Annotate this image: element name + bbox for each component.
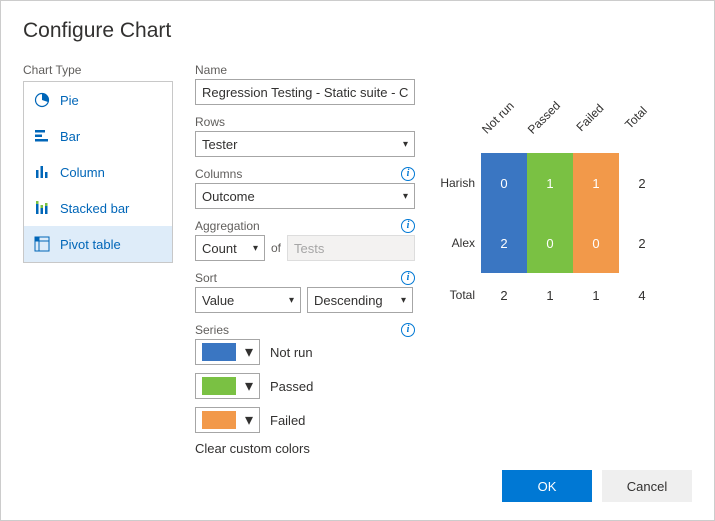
info-icon[interactable]: i <box>401 271 415 285</box>
color-swatch <box>202 411 236 429</box>
pivot-total-cell: 1 <box>573 288 619 303</box>
bar-icon <box>34 128 50 144</box>
pivot-cell: 0 <box>573 213 619 273</box>
chart-type-label-text: Stacked bar <box>60 201 129 216</box>
sort-label: Sort <box>195 271 217 285</box>
chart-type-column[interactable]: Column <box>24 154 172 190</box>
series-item: ▾ Failed <box>195 407 415 433</box>
chart-type-label-text: Column <box>60 165 105 180</box>
chart-type-bar[interactable]: Bar <box>24 118 172 154</box>
pivot-table-icon <box>34 236 50 252</box>
pivot-row: Alex2002 <box>437 213 692 273</box>
aggregation-select[interactable]: Count ▾ <box>195 235 265 261</box>
rows-label: Rows <box>195 115 225 129</box>
series-color-select[interactable]: ▾ <box>195 407 260 433</box>
pivot-cell: 2 <box>619 153 665 213</box>
color-swatch <box>202 343 236 361</box>
pivot-col-header: Not run <box>477 96 519 138</box>
pivot-cell: 2 <box>619 213 665 273</box>
clear-custom-colors-link[interactable]: Clear custom colors <box>195 441 415 456</box>
aggregation-label: Aggregation <box>195 219 260 233</box>
name-label: Name <box>195 63 227 77</box>
pivot-total-label: Total <box>437 288 481 302</box>
chart-type-panel: Chart Type Pie Bar <box>23 63 173 466</box>
of-label: of <box>271 241 281 255</box>
ok-button[interactable]: OK <box>502 470 592 502</box>
series-label-text: Passed <box>270 379 313 394</box>
pivot-cell: 0 <box>481 153 527 213</box>
pivot-col-header: Passed <box>523 96 565 138</box>
chart-type-pie[interactable]: Pie <box>24 82 172 118</box>
chart-type-pivot-table[interactable]: Pivot table <box>24 226 172 262</box>
pivot-col-header: Failed <box>569 96 611 138</box>
name-input[interactable] <box>195 79 415 105</box>
rows-select[interactable]: Tester ▾ <box>195 131 415 157</box>
series-label-text: Not run <box>270 345 313 360</box>
series-color-select[interactable]: ▾ <box>195 373 260 399</box>
chart-type-label-text: Pivot table <box>60 237 121 252</box>
chart-type-label: Chart Type <box>23 63 173 77</box>
pivot-total-row: Total2114 <box>437 273 692 317</box>
columns-select-value: Outcome <box>202 189 255 204</box>
aggregation-of-field: Tests <box>287 235 415 261</box>
series-item: ▾ Not run <box>195 339 415 365</box>
chart-type-stacked-bar[interactable]: Stacked bar <box>24 190 172 226</box>
chevron-down-icon: ▾ <box>245 376 253 396</box>
pivot-cell: 2 <box>481 213 527 273</box>
pivot-cell: 1 <box>573 153 619 213</box>
series-item: ▾ Passed <box>195 373 415 399</box>
pivot-cell: 1 <box>527 153 573 213</box>
series-color-select[interactable]: ▾ <box>195 339 260 365</box>
series-label-text: Failed <box>270 413 305 428</box>
cancel-button[interactable]: Cancel <box>602 470 692 502</box>
info-icon[interactable]: i <box>401 323 415 337</box>
info-icon[interactable]: i <box>401 167 415 181</box>
pivot-total-cell: 1 <box>527 288 573 303</box>
chevron-down-icon: ▾ <box>253 243 258 254</box>
chevron-down-icon: ▾ <box>403 139 408 150</box>
chart-type-list: Pie Bar Column <box>23 81 173 263</box>
chevron-down-icon: ▾ <box>403 191 408 202</box>
rows-select-value: Tester <box>202 137 237 152</box>
chevron-down-icon: ▾ <box>245 342 253 362</box>
pivot-row-label: Alex <box>437 236 481 250</box>
dialog-footer: OK Cancel <box>502 470 692 502</box>
chevron-down-icon: ▾ <box>289 295 294 306</box>
chart-type-label-text: Pie <box>60 93 79 108</box>
stacked-bar-icon <box>34 200 50 216</box>
chevron-down-icon: ▾ <box>245 410 253 430</box>
series-label: Series <box>195 323 229 337</box>
pie-icon <box>34 92 50 108</box>
sort-dir-value: Descending <box>314 293 383 308</box>
columns-label: Columns <box>195 167 242 181</box>
info-icon[interactable]: i <box>401 219 415 233</box>
chart-type-label-text: Bar <box>60 129 80 144</box>
column-icon <box>34 164 50 180</box>
chevron-down-icon: ▾ <box>401 295 406 306</box>
pivot-preview: Not runPassedFailedTotalHarish0112Alex20… <box>437 63 692 466</box>
pivot-col-header: Total <box>615 96 657 138</box>
pivot-total-cell: 2 <box>481 288 527 303</box>
sort-by-value: Value <box>202 293 234 308</box>
aggregation-of-value: Tests <box>294 241 324 256</box>
configure-chart-dialog: Configure Chart Chart Type Pie Bar <box>0 0 715 521</box>
color-swatch <box>202 377 236 395</box>
pivot-cell: 0 <box>527 213 573 273</box>
pivot-row: Harish0112 <box>437 153 692 213</box>
dialog-title: Configure Chart <box>23 19 692 43</box>
pivot-total-cell: 4 <box>619 288 665 303</box>
aggregation-value: Count <box>202 241 237 256</box>
config-form: Name Rows Tester ▾ Columns i Outcome ▾ <box>195 63 415 466</box>
columns-select[interactable]: Outcome ▾ <box>195 183 415 209</box>
pivot-row-label: Harish <box>437 176 481 190</box>
sort-dir-select[interactable]: Descending ▾ <box>307 287 413 313</box>
sort-by-select[interactable]: Value ▾ <box>195 287 301 313</box>
